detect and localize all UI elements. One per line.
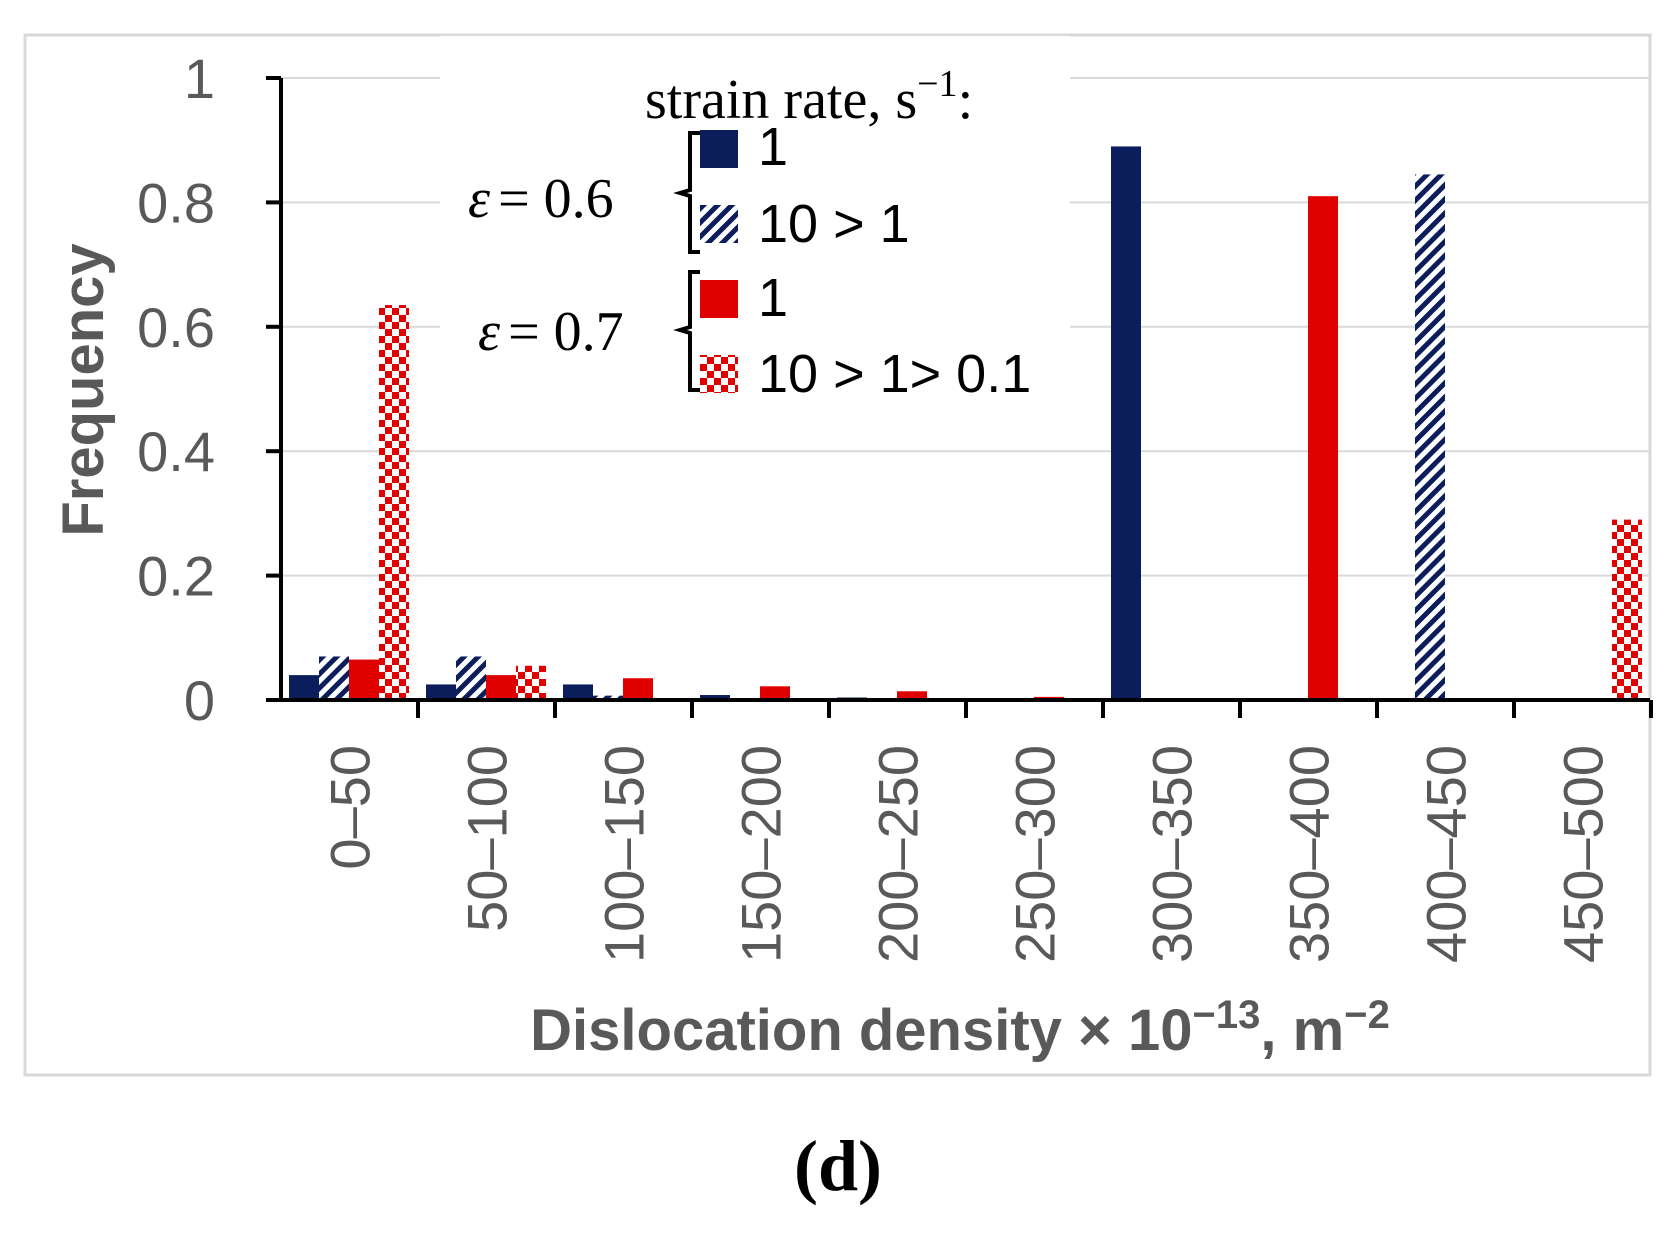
bar-series-1-3: [700, 695, 730, 700]
bar-series-2-8: [1415, 174, 1445, 700]
x-axis-label-exp1: −13: [1193, 993, 1261, 1037]
y-tick-label-1: 0.2: [137, 545, 215, 608]
legend-group1-eps: ε: [468, 168, 491, 230]
legend-title: strain rate, s−1:: [645, 63, 973, 131]
bars: [289, 146, 1642, 701]
bar-series-1-6: [1111, 146, 1141, 701]
bar-series-1-2: [563, 684, 593, 700]
bar-series-3-0: [349, 659, 379, 700]
x-axis-label-mid: , m: [1260, 998, 1344, 1063]
x-tick-label-1: 50–100: [456, 745, 519, 932]
legend-group1-value: = 0.6: [498, 168, 614, 230]
legend-group1-label: ε = 0.6: [468, 168, 614, 230]
x-tick-label-6: 300–350: [1141, 745, 1204, 963]
bar-series-4-0: [379, 305, 409, 700]
panel-label: (d): [794, 1126, 882, 1206]
legend-group2-value: = 0.7: [508, 301, 624, 363]
bar-series-3-2: [623, 678, 653, 700]
x-axis-label: Dislocation density × 10−13, m−2: [530, 993, 1390, 1063]
legend-swatch-series-1: [700, 130, 738, 168]
legend-background: [440, 36, 1070, 416]
legend-title-main: strain rate, s: [645, 69, 917, 131]
x-tick-label-5: 250–300: [1004, 745, 1067, 963]
x-tick-label-8: 400–450: [1415, 745, 1478, 963]
bar-series-3-1: [486, 675, 516, 700]
x-tick-label-0: 0–50: [319, 745, 382, 870]
legend-label-series-2: 10 > 1: [758, 194, 910, 254]
legend-swatch-series-2: [700, 205, 738, 243]
legend-label-series-1: 1: [758, 117, 788, 177]
x-ticks: 0–50 50–100 100–150 150–200 200–250 250–300 30…: [319, 700, 1653, 963]
y-tick-label-3: 0.6: [137, 296, 215, 359]
y-tick-label-2: 0.4: [137, 420, 215, 483]
legend-title-exp: −1: [917, 63, 957, 105]
x-tick-label-7: 350–400: [1278, 745, 1341, 963]
y-tick-label-4: 0.8: [137, 171, 215, 234]
bar-series-3-4: [897, 691, 927, 700]
x-tick-label-4: 200–250: [867, 745, 930, 963]
legend-group2-bracket: [673, 270, 700, 392]
y-axis-label: Frequency: [51, 243, 116, 536]
x-axis-label-exp2: −2: [1344, 993, 1390, 1037]
bar-series-3-3: [760, 686, 790, 700]
bar-series-1-0: [289, 675, 319, 700]
bar-series-1-1: [426, 684, 456, 700]
legend-swatch-series-3: [700, 280, 738, 318]
legend-group2-eps: ε: [478, 301, 501, 363]
y-tick-label-5: 1: [184, 47, 215, 110]
legend-group1-bracket: [673, 131, 700, 254]
legend-group2-label: ε = 0.7: [478, 301, 624, 363]
bar-series-4-1: [516, 665, 546, 700]
y-tick-label-0: 0: [184, 669, 215, 732]
y-ticks: 0 0.2 0.4 0.6 0.8 1: [137, 47, 281, 732]
bar-series-4-9: [1612, 519, 1642, 700]
bar-series-2-0: [319, 656, 349, 700]
legend-title-end: :: [958, 69, 974, 131]
x-tick-label-9: 450–500: [1552, 745, 1615, 963]
x-tick-label-2: 100–150: [593, 745, 656, 963]
legend-swatch-series-4: [700, 355, 738, 393]
bar-series-3-7: [1308, 196, 1338, 700]
legend: strain rate, s−1: ε = 0.6 1 10 > 1 ε = 0.7…: [440, 36, 1070, 416]
bar-series-2-1: [456, 656, 486, 700]
bar-series-2-2: [593, 695, 623, 700]
x-tick-label-3: 150–200: [730, 745, 793, 963]
x-axis-label-main: Dislocation density × 10: [530, 998, 1192, 1063]
legend-label-series-4: 10 > 1> 0.1: [758, 344, 1031, 404]
legend-label-series-3: 1: [758, 268, 788, 328]
